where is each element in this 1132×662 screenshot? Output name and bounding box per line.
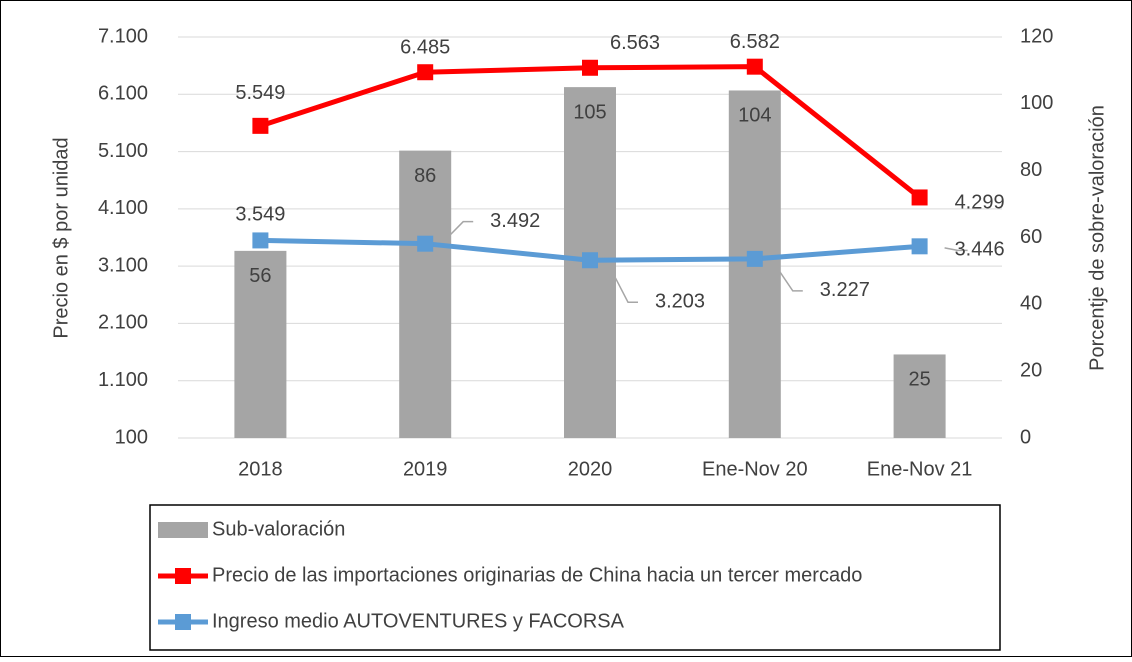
x-tick-label: 2018	[238, 458, 283, 480]
bar-value-label: 25	[908, 369, 930, 391]
line-marker	[417, 64, 434, 81]
y-tick-label: 6.100	[98, 83, 148, 105]
line-value-label: 4.299	[955, 192, 1005, 214]
x-tick-label: 2019	[403, 458, 448, 480]
y2-tick-label: 60	[1020, 226, 1042, 248]
bar	[893, 354, 946, 438]
line-value-label: 5.549	[235, 82, 285, 104]
x-tick-label: Ene-Nov 20	[702, 458, 808, 480]
legend-marker	[175, 568, 191, 584]
line-marker	[746, 58, 763, 75]
line-marker	[746, 250, 763, 267]
line-marker	[582, 59, 598, 76]
y2-tick-label: 20	[1020, 359, 1042, 381]
line-value-label: 6.582	[730, 31, 780, 53]
leader-line	[614, 276, 638, 303]
line-value-label: 3.446	[955, 239, 1005, 261]
y-tick-label: 7.100	[98, 25, 148, 47]
line-value-label: 6.563	[610, 32, 660, 54]
x-tick-label: 2020	[568, 458, 613, 480]
x-tick-label: Ene-Nov 21	[867, 458, 973, 480]
y-tick-label: 2.100	[98, 312, 148, 334]
line-marker	[417, 235, 434, 252]
line-value-label: 3.492	[490, 210, 540, 232]
legend-label: Sub-valoración	[212, 518, 345, 540]
line-value-label: 3.549	[235, 204, 285, 226]
legend-marker	[175, 614, 191, 630]
y-tick-label: 3.100	[98, 254, 148, 276]
y-tick-label: 1.100	[98, 369, 148, 391]
line-value-label: 6.485	[400, 37, 450, 59]
y2-tick-label: 100	[1020, 92, 1053, 114]
y-tick-label: 5.100	[98, 140, 148, 162]
bar	[234, 250, 287, 438]
y2-tick-label: 80	[1020, 159, 1042, 181]
y-axis-title: Precio en $ por unidad	[50, 137, 72, 338]
leader-line	[779, 271, 803, 292]
bar-value-label: 86	[414, 165, 436, 187]
y2-tick-label: 120	[1020, 25, 1053, 47]
leader-line	[449, 220, 474, 236]
bar	[399, 150, 452, 438]
legend-label: Precio de las importaciones originarias …	[212, 564, 862, 586]
bar-value-label: 104	[738, 105, 771, 127]
line-marker	[911, 238, 928, 255]
line-marker	[582, 252, 598, 269]
legend-box	[149, 504, 1001, 651]
y-tick-label: 100	[115, 426, 148, 448]
line-value-label: 3.227	[820, 279, 870, 301]
y-tick-label: 4.100	[98, 197, 148, 219]
line-value-label: 3.203	[655, 291, 705, 313]
line-marker	[911, 189, 928, 206]
line-marker	[252, 117, 269, 134]
bar-value-label: 105	[573, 101, 606, 123]
y2-axis-title: Porcentje de sobre-valoración	[1086, 105, 1108, 371]
leader-line	[944, 247, 968, 252]
y2-tick-label: 40	[1020, 293, 1042, 315]
legend-label: Ingreso medio AUTOVENTURES y FACORSA	[212, 610, 625, 632]
legend-swatch	[158, 522, 208, 538]
line-marker	[252, 232, 269, 249]
bar-value-label: 56	[249, 265, 271, 287]
y2-tick-label: 0	[1020, 426, 1031, 448]
